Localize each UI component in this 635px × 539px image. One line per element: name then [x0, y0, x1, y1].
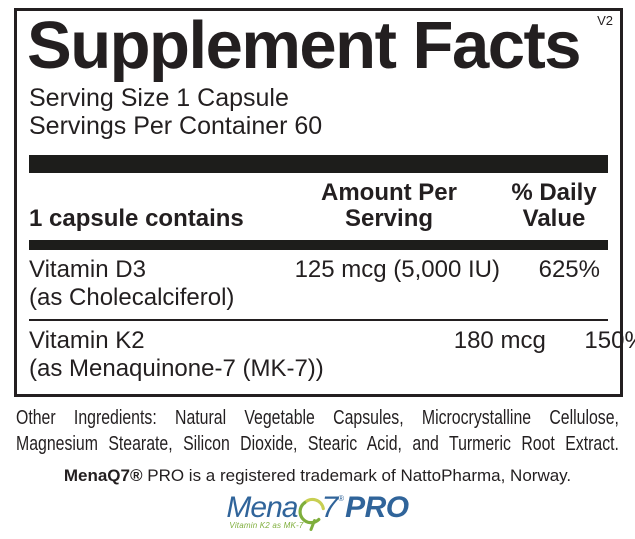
header-amount-line1: Amount Per	[320, 179, 457, 206]
serving-info: Serving Size 1 Capsule Servings Per Cont…	[29, 84, 608, 140]
header-dv-line2: Value	[522, 205, 586, 232]
nutrient-name: Vitamin D3	[29, 256, 146, 283]
header-amount-line2: Serving	[344, 205, 434, 232]
nutrient-amount: 180 mcg	[453, 327, 546, 354]
nutrient-name: Vitamin K2	[29, 327, 145, 354]
thick-divider-bar	[29, 155, 608, 173]
header-amount-per-serving: Amount Per Serving	[278, 180, 500, 232]
other-ingredients-line2: Magnesium Stearate, Silicon Dioxide, Ste…	[16, 432, 619, 455]
nutrient-name-cell: Vitamin D3 (as Cholecalciferol)	[29, 256, 278, 312]
nutrient-daily-value: 625%	[538, 256, 600, 283]
thin-divider-rule	[29, 319, 608, 321]
medium-divider-bar	[29, 240, 608, 250]
supplement-facts-panel: V2 Supplement Facts Serving Size 1 Capsu…	[14, 8, 635, 397]
servings-per-container: Servings Per Container 60	[29, 112, 323, 140]
menaq7-pro-logo: Mena 7 ® PRO Vitamin K2 as MK-7	[226, 491, 409, 535]
trademark-brand: MenaQ7®	[63, 466, 143, 485]
header-capsule-contains: 1 capsule contains	[29, 205, 244, 232]
table-header-row: 1 capsule contains Amount Per Serving % …	[29, 180, 608, 232]
other-ingredients: Other Ingredients: Natural Vegetable Cap…	[16, 405, 619, 457]
logo-pro-text: PRO	[345, 491, 409, 524]
nutrient-amount: 125 mcg (5,000 IU)	[294, 256, 500, 283]
header-daily-value: % Daily Value	[500, 180, 608, 232]
version-label: V2	[597, 13, 613, 28]
logo-registered-mark: ®	[338, 494, 345, 503]
nutrient-name-cell: Vitamin K2 (as Menaquinone-7 (MK-7))	[29, 327, 324, 383]
logo-tagline: Vitamin K2 as MK-7	[229, 521, 304, 530]
logo-seven-text: 7	[321, 491, 339, 524]
panel-title: Supplement Facts	[27, 8, 582, 83]
trademark-notice: MenaQ7® PRO is a registered trademark of…	[0, 466, 635, 486]
trademark-text: PRO is a registered trademark of NattoPh…	[142, 466, 572, 485]
serving-size: Serving Size 1 Capsule	[29, 84, 289, 112]
nutrient-name-detail: (as Cholecalciferol)	[29, 284, 235, 311]
table-row: Vitamin K2 (as Menaquinone-7 (MK-7)) 180…	[29, 321, 635, 390]
logo-mena-text: Mena	[226, 491, 298, 524]
brand-logo-area: Mena 7 ® PRO Vitamin K2 as MK-7	[0, 493, 635, 535]
nutrient-name-detail: (as Menaquinone-7 (MK-7))	[29, 355, 324, 382]
other-ingredients-line1: Other Ingredients: Natural Vegetable Cap…	[16, 406, 619, 429]
header-dv-line1: % Daily	[511, 179, 597, 206]
table-row: Vitamin D3 (as Cholecalciferol) 125 mcg …	[29, 250, 608, 319]
nutrient-daily-value: 150%	[584, 327, 635, 354]
menaq7-q-ring-icon	[298, 497, 326, 531]
